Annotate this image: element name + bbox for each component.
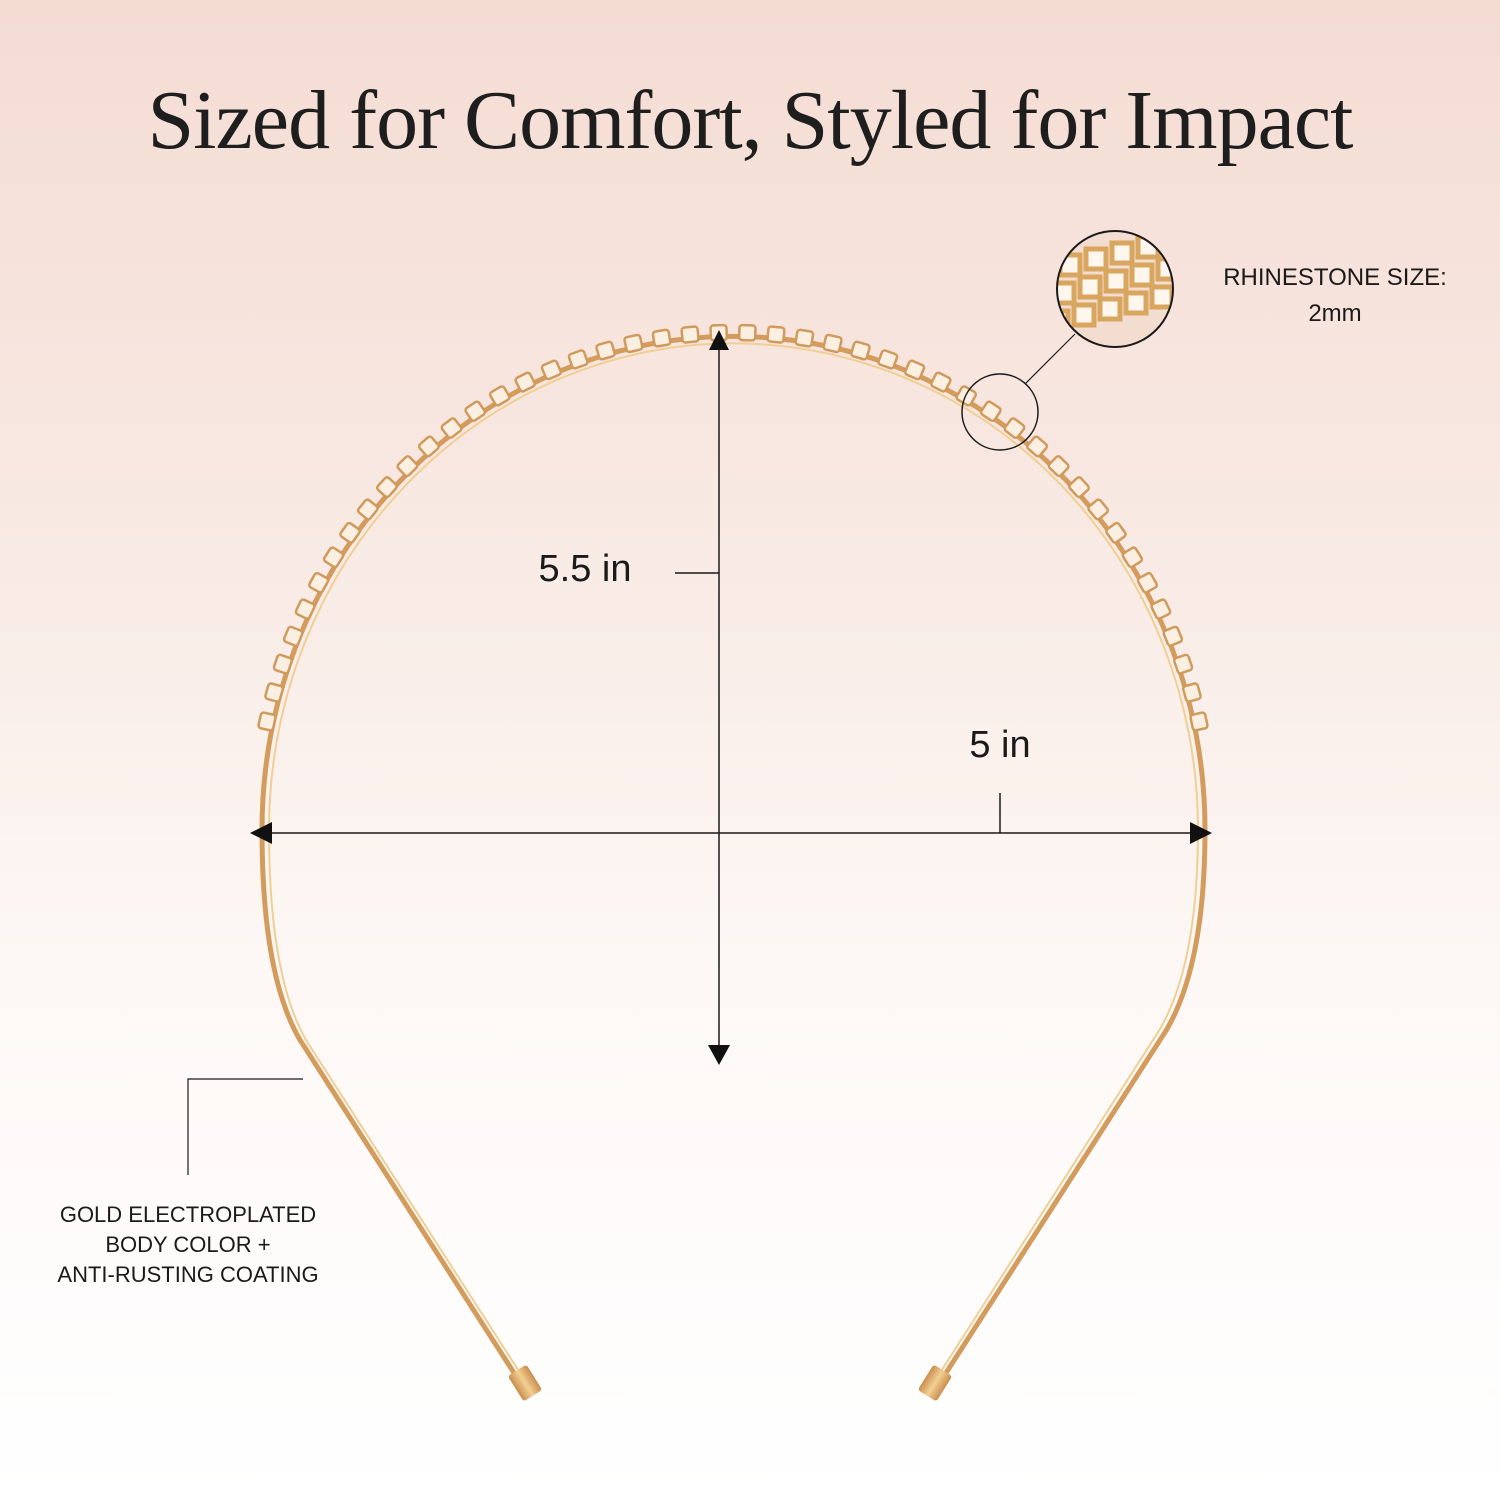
rhinestone	[1026, 435, 1049, 458]
rhinestone	[1150, 598, 1172, 620]
rhinestone	[294, 598, 316, 620]
headband-image	[257, 323, 1209, 1401]
arrow-right-icon	[1190, 822, 1212, 844]
rhinestone	[339, 521, 361, 544]
rhinestone	[623, 333, 644, 354]
rhinestone-closeup-stone	[1155, 256, 1173, 282]
rhinestone	[1181, 682, 1202, 703]
rhinestone-closeup-stone	[1071, 302, 1097, 328]
rhinestone-closeup-stone	[1149, 284, 1173, 310]
rhinestone-closeup	[1057, 231, 1173, 347]
rhinestone	[930, 371, 952, 393]
rhinestone-size-title: RHINESTONE SIZE:	[1223, 264, 1447, 291]
page-title: Sized for Comfort, Styled for Impact	[147, 74, 1353, 167]
rhinestone	[1121, 546, 1144, 569]
rhinestone-closeup-stone	[1083, 246, 1109, 272]
arrow-left-icon	[250, 822, 272, 844]
rhinestone	[1173, 653, 1194, 675]
rhinestone	[264, 682, 285, 703]
rhinestone-size-value: 2mm	[1308, 300, 1362, 327]
body-finish-line3: ANTI-RUSTING COATING	[57, 1262, 319, 1287]
rhinestone	[257, 711, 277, 732]
rhinestone	[1068, 476, 1090, 499]
height-label: 5.5 in	[538, 548, 632, 590]
rhinestone-closeup-stone	[1103, 268, 1129, 294]
left-end-cap	[508, 1365, 542, 1401]
rhinestone	[766, 325, 786, 344]
body-finish-label: GOLD ELECTROPLATED BODY COLOR + ANTI-RUS…	[28, 1200, 348, 1290]
rhinestone	[396, 455, 419, 478]
rhinestone	[794, 328, 815, 348]
rhinestone	[272, 653, 293, 675]
rhinestone	[595, 340, 616, 361]
rhinestone	[1189, 711, 1209, 732]
rhinestone	[1047, 455, 1070, 478]
rhinestone	[651, 328, 672, 348]
rhinestone	[904, 359, 926, 381]
rhinestone-row	[257, 323, 1209, 732]
rhinestone	[567, 349, 589, 370]
rhinestone	[488, 385, 511, 407]
rhinestone	[979, 400, 1002, 423]
rhinestone-closeup-stone	[1057, 280, 1077, 306]
rhinestone	[540, 359, 562, 381]
rhinestone	[464, 400, 487, 423]
width-label: 5 in	[969, 724, 1031, 766]
rhinestone	[514, 371, 536, 393]
rhinestone	[737, 323, 757, 342]
rhinestone	[1003, 417, 1026, 439]
rhinestone	[1105, 521, 1127, 544]
rhinestone-size-label: RHINESTONE SIZE: 2mm	[1190, 260, 1480, 332]
rhinestone	[822, 333, 843, 354]
rhinestone-closeup-stone	[1057, 308, 1071, 334]
width-dimension-line	[265, 793, 1200, 834]
rhinestone-closeup-stone	[1077, 274, 1103, 300]
arrow-down-icon	[708, 1045, 730, 1065]
body-callout-line	[187, 1078, 303, 1175]
rhinestone	[322, 546, 345, 569]
rhinestone	[1136, 571, 1158, 594]
rhinestone	[376, 476, 398, 499]
rhinestone-closeup-stone	[1123, 290, 1149, 316]
rhinestone	[1087, 498, 1110, 521]
rhinestone	[282, 625, 304, 647]
rhinestone	[356, 498, 379, 521]
rhinestone	[440, 417, 463, 439]
rhinestone-closeup-stone	[1129, 262, 1155, 288]
right-end-cap	[918, 1365, 952, 1401]
rhinestone-closeup-stone	[1161, 231, 1173, 254]
rhinestone	[417, 435, 440, 458]
rhinestone	[850, 340, 871, 361]
rhinestone-closeup-stone	[1097, 296, 1123, 322]
body-finish-line2: BODY COLOR +	[105, 1232, 271, 1257]
arrow-up-icon	[709, 330, 729, 350]
rhinestone	[1162, 625, 1184, 647]
rhinestone	[308, 571, 330, 594]
rhinestone	[877, 349, 899, 370]
height-dimension-line	[675, 345, 720, 1050]
rhinestone	[680, 325, 700, 344]
rhinestone-closeup-stone	[1109, 240, 1135, 266]
body-finish-line1: GOLD ELECTROPLATED	[59, 1202, 317, 1227]
